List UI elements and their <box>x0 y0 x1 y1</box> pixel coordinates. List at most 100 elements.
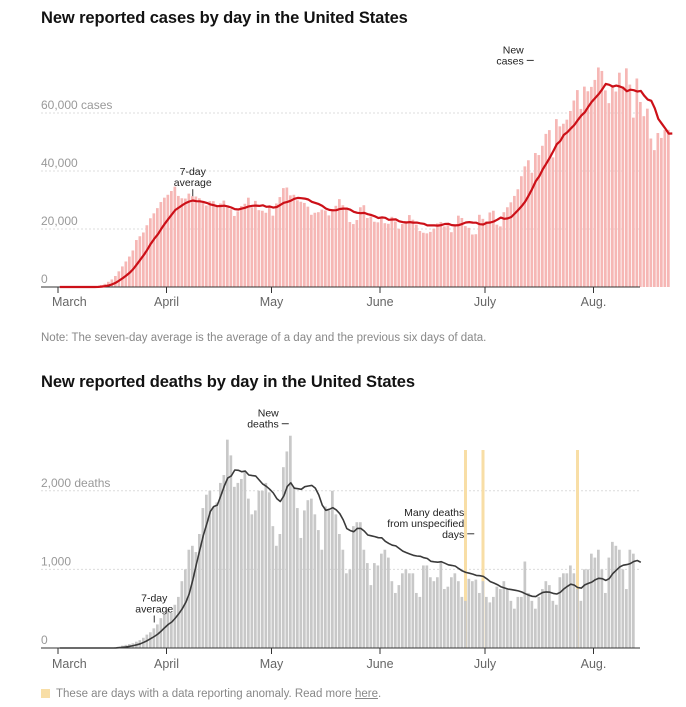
cases-bar <box>520 176 523 287</box>
deaths-bar <box>632 553 635 648</box>
deaths-bar <box>415 592 418 648</box>
deaths-bar <box>625 589 628 648</box>
cases-bar <box>278 197 282 287</box>
deaths-bar <box>600 569 604 648</box>
read-more-link[interactable]: here <box>354 688 378 700</box>
cases-bar <box>569 110 572 287</box>
cases-bar <box>544 133 548 287</box>
cases-bar <box>226 207 229 287</box>
deaths-bar <box>313 514 317 648</box>
cases-bar <box>548 130 551 287</box>
deaths-chart-title: New reported deaths by day in the United… <box>41 373 415 391</box>
deaths-bar <box>464 600 467 648</box>
deaths-bar <box>485 596 488 648</box>
cases-bar <box>558 126 562 287</box>
deaths-annotation-text: 7-day <box>141 592 168 604</box>
deaths-bar <box>432 581 436 648</box>
cases-bar <box>285 187 289 287</box>
cases-bar <box>446 225 450 287</box>
cases-bar <box>523 166 527 287</box>
cases-x-tick-label: April <box>154 295 179 309</box>
deaths-bar <box>240 478 243 648</box>
deaths-bar <box>481 581 485 648</box>
cases-bar <box>551 157 555 287</box>
cases-bar <box>247 197 250 287</box>
cases-bar <box>299 201 303 287</box>
cases-bar <box>359 207 362 287</box>
cases-bar <box>604 90 607 287</box>
deaths-bar <box>516 596 520 648</box>
cases-bar <box>394 221 397 287</box>
cases-bar <box>177 195 180 287</box>
cases-bar <box>653 150 656 287</box>
cases-bar <box>250 207 254 287</box>
deaths-bar <box>362 549 366 648</box>
deaths-x-tick-label: July <box>474 657 497 671</box>
deaths-bar <box>422 565 425 648</box>
cases-bar <box>401 224 404 287</box>
cases-bar <box>114 275 117 287</box>
cases-bar <box>271 215 275 287</box>
cases-bar <box>513 195 516 287</box>
deaths-bar <box>443 589 446 648</box>
cases-bar <box>387 223 390 287</box>
cases-bar <box>562 123 565 287</box>
cases-bar <box>614 91 618 287</box>
deaths-annotation-text: days <box>442 529 464 541</box>
deaths-bar <box>359 522 362 648</box>
deaths-bar <box>380 553 383 648</box>
cases-bar <box>208 201 212 287</box>
cases-bar <box>439 222 443 287</box>
anomaly-legend-text: These are days with a data reporting ano… <box>56 688 355 700</box>
cases-bar <box>320 209 324 287</box>
cases-bar <box>621 86 625 287</box>
cases-bar <box>488 212 492 287</box>
cases-bar <box>369 216 373 287</box>
cases-bar <box>460 217 464 287</box>
deaths-bar <box>215 502 219 648</box>
cases-bar <box>201 201 205 287</box>
deaths-bar <box>401 573 404 648</box>
deaths-bar <box>509 600 513 648</box>
cases-bar <box>296 200 299 287</box>
deaths-bar <box>425 565 429 648</box>
deaths-bar <box>474 579 478 648</box>
deaths-bar <box>299 537 303 648</box>
deaths-bar <box>429 577 432 648</box>
deaths-bar <box>163 614 166 648</box>
cases-bar <box>555 119 558 287</box>
cases-bar <box>180 198 184 287</box>
cases-bar <box>390 216 394 287</box>
cases-bar <box>411 219 415 287</box>
deaths-bar <box>614 545 618 648</box>
deaths-x-tick-label: April <box>154 657 179 671</box>
cases-bar <box>432 228 436 287</box>
cases-bar <box>572 100 576 287</box>
cases-avg-line <box>59 82 673 289</box>
deaths-bar <box>579 600 583 648</box>
cases-bar <box>376 222 380 287</box>
cases-bar <box>457 215 460 287</box>
deaths-bar <box>506 589 509 648</box>
cases-bar <box>404 221 408 287</box>
deaths-bar <box>499 589 502 648</box>
deaths-bar <box>264 482 268 648</box>
deaths-bar <box>268 492 271 648</box>
cases-bar <box>362 205 366 287</box>
cases-bar <box>268 206 271 287</box>
cases-bar <box>506 207 509 287</box>
deaths-bar <box>236 482 240 648</box>
deaths-bar <box>408 573 411 648</box>
cases-bar <box>481 218 485 287</box>
cases-bar <box>576 90 579 287</box>
deaths-bar <box>586 569 590 648</box>
deaths-y-tick-label: 2,000 deaths <box>41 476 110 490</box>
cases-bar <box>527 160 530 287</box>
deaths-bar <box>208 490 212 648</box>
cases-bar <box>233 215 236 287</box>
cases-bar <box>219 203 222 287</box>
cases-bar <box>187 193 191 287</box>
deaths-bar <box>366 563 369 648</box>
cases-annotation-text: average <box>174 177 212 189</box>
deaths-bar <box>317 530 320 648</box>
